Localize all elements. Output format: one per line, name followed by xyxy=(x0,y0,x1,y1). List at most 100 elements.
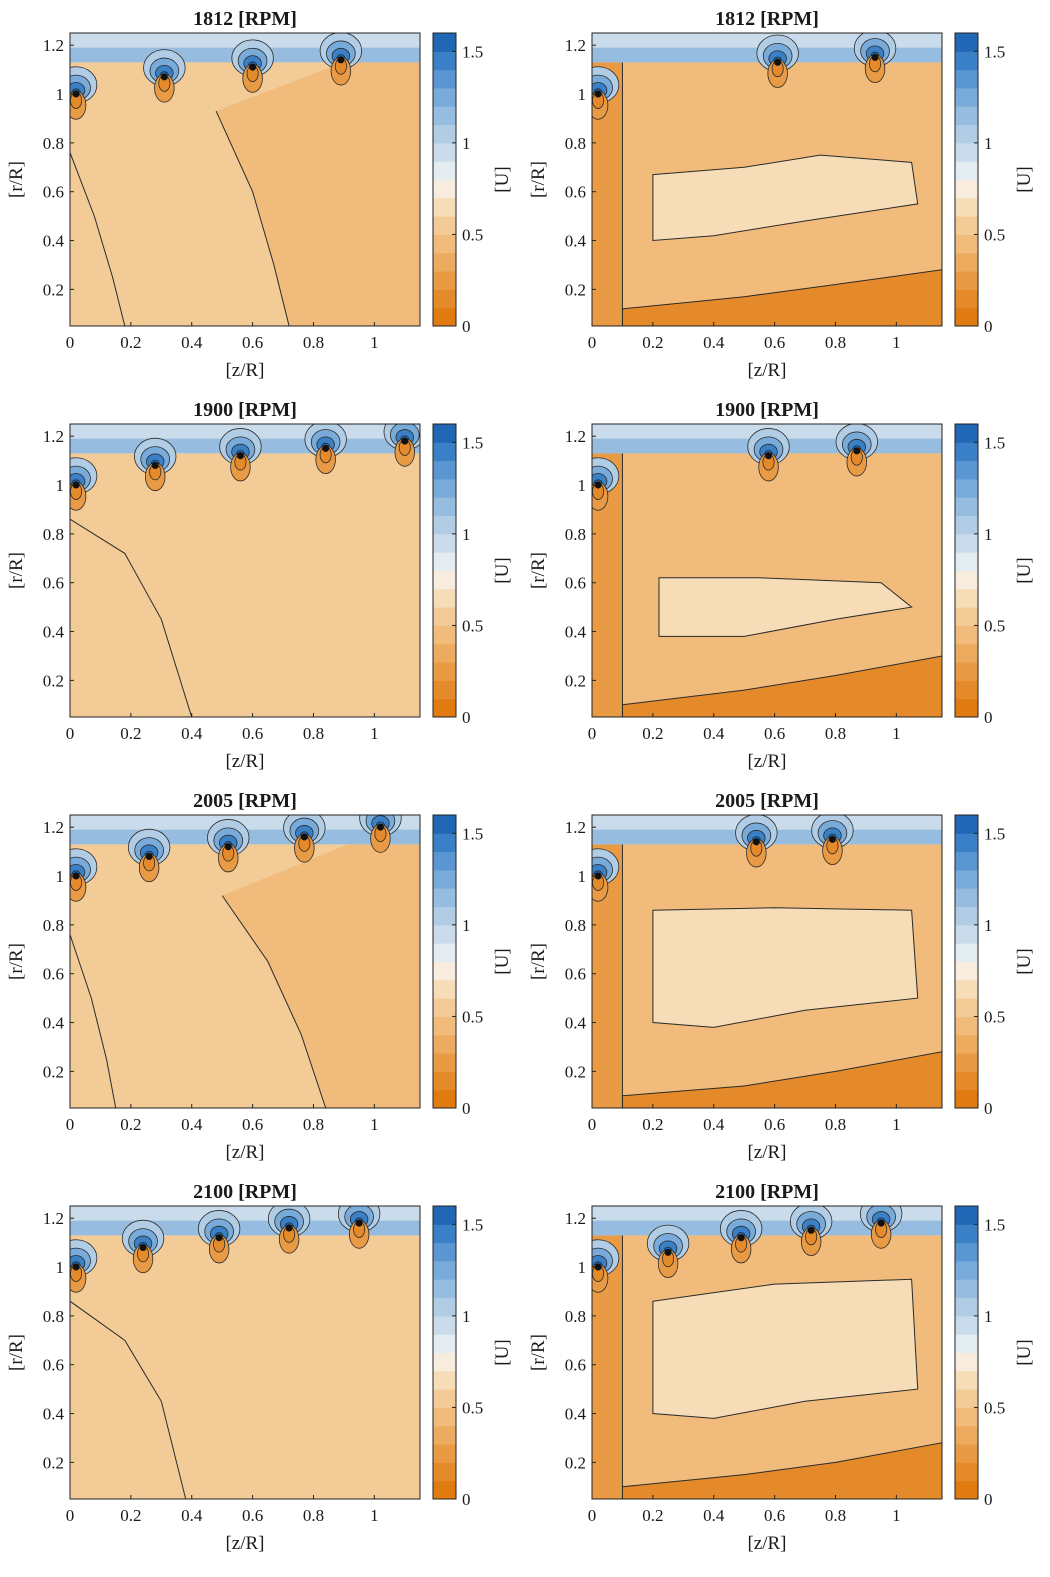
x-tick-label: 0.2 xyxy=(642,724,663,743)
colorbar-segment xyxy=(955,106,978,125)
y-axis-label: [r/R] xyxy=(6,943,27,980)
x-tick-label: 0 xyxy=(66,1115,75,1134)
colorbar-segment xyxy=(433,1426,456,1445)
colorbar-tick-label: 0.5 xyxy=(984,1007,1005,1026)
x-tick-label: 0 xyxy=(66,724,75,743)
colorbar-segment xyxy=(955,1053,978,1072)
colorbar-segment xyxy=(433,888,456,907)
panel-title: 2005 [RPM] xyxy=(715,790,819,812)
colorbar-tick-label: 0.5 xyxy=(462,225,483,244)
x-tick-label: 1 xyxy=(370,1115,379,1134)
colorbar-segment xyxy=(433,88,456,107)
colorbar-segment xyxy=(955,589,978,608)
colorbar-segment xyxy=(433,289,456,308)
colorbar-segment xyxy=(955,815,978,834)
y-tick-label: 0.6 xyxy=(565,183,586,202)
x-tick-label: 1 xyxy=(892,1115,901,1134)
x-tick-label: 0 xyxy=(588,1115,597,1134)
x-tick-label: 1 xyxy=(892,724,901,743)
colorbar: 0 0.5 1 1.5 [U] xyxy=(955,424,1035,727)
colorbar: 0 0.5 1 1.5 [U] xyxy=(433,815,513,1118)
colorbar-segment xyxy=(433,833,456,852)
colorbar-tick-label: 1 xyxy=(462,134,471,153)
colorbar-segment xyxy=(955,1462,978,1481)
colorbar-label: [U] xyxy=(492,166,513,192)
colorbar-segment xyxy=(955,516,978,535)
contour-plot-area xyxy=(55,33,420,326)
x-tick-label: 0.2 xyxy=(642,1506,663,1525)
colorbar-tick-label: 1 xyxy=(984,1307,993,1326)
x-tick-label: 0.8 xyxy=(303,333,324,352)
vortex-core xyxy=(853,447,860,454)
colorbar-segment xyxy=(433,644,456,663)
colorbar-segment xyxy=(433,308,456,327)
colorbar-segment xyxy=(955,907,978,926)
colorbar-segment xyxy=(955,571,978,590)
vortex-core xyxy=(878,1220,885,1227)
colorbar-segment xyxy=(955,1353,978,1372)
colorbar-segment xyxy=(433,143,456,162)
y-tick-label: 0.8 xyxy=(565,1307,586,1326)
colorbar-segment xyxy=(955,442,978,461)
y-axis-label: [r/R] xyxy=(528,552,549,589)
x-tick-label: 0 xyxy=(66,333,75,352)
colorbar-segment xyxy=(433,980,456,999)
colorbar-segment xyxy=(433,1224,456,1243)
colorbar-segment xyxy=(433,925,456,944)
y-tick-label: 1 xyxy=(578,1258,587,1277)
y-tick-label: 0.6 xyxy=(43,574,64,593)
colorbar-segment xyxy=(433,1090,456,1109)
colorbar-segment xyxy=(955,161,978,180)
colorbar-segment xyxy=(433,180,456,199)
colorbar-segment xyxy=(433,33,456,52)
colorbar-segment xyxy=(955,308,978,327)
colorbar-label: [U] xyxy=(492,1339,513,1365)
colorbar-segment xyxy=(433,1316,456,1335)
vortex-core xyxy=(765,452,772,459)
colorbar-segment xyxy=(955,1334,978,1353)
vortex-core xyxy=(337,56,344,63)
colorbar: 0 0.5 1 1.5 [U] xyxy=(433,33,513,336)
colorbar-segment xyxy=(955,234,978,253)
colorbar-segment xyxy=(955,998,978,1017)
colorbar-segment xyxy=(955,699,978,718)
colorbar-segment xyxy=(955,1279,978,1298)
colorbar-segment xyxy=(955,479,978,498)
x-tick-label: 0.4 xyxy=(181,1506,203,1525)
y-tick-label: 0.2 xyxy=(565,280,586,299)
y-axis-label: [r/R] xyxy=(6,161,27,198)
colorbar-label: [U] xyxy=(1014,166,1035,192)
colorbar-segment xyxy=(433,1071,456,1090)
x-axis-label: [z/R] xyxy=(225,360,264,381)
colorbar-segment xyxy=(433,1053,456,1072)
x-axis-label: [z/R] xyxy=(747,1533,786,1554)
x-tick-label: 0.2 xyxy=(120,724,141,743)
x-tick-label: 0.6 xyxy=(764,333,785,352)
colorbar-segment xyxy=(433,815,456,834)
colorbar-tick-label: 1.5 xyxy=(462,824,483,843)
x-tick-label: 0 xyxy=(588,724,597,743)
x-axis-label: [z/R] xyxy=(747,360,786,381)
colorbar-segment xyxy=(955,125,978,144)
colorbar-segment xyxy=(433,607,456,626)
colorbar-segment xyxy=(433,442,456,461)
colorbar-segment xyxy=(433,870,456,889)
panel-title: 2100 [RPM] xyxy=(715,1181,819,1203)
x-axis-label: [z/R] xyxy=(747,1142,786,1163)
x-tick-label: 0.6 xyxy=(242,1506,263,1525)
colorbar-segment xyxy=(433,571,456,590)
x-tick-label: 0.6 xyxy=(764,1506,785,1525)
contour-plot-area xyxy=(577,1196,942,1499)
colorbar-segment xyxy=(955,662,978,681)
x-tick-label: 1 xyxy=(892,333,901,352)
x-tick-label: 0.8 xyxy=(825,724,846,743)
colorbar-segment xyxy=(433,161,456,180)
y-tick-label: 1 xyxy=(578,85,587,104)
colorbar-segment xyxy=(433,424,456,443)
vortex-core xyxy=(146,853,153,860)
y-tick-label: 0.6 xyxy=(43,1356,64,1375)
colorbar-segment xyxy=(433,70,456,89)
colorbar-segment xyxy=(955,33,978,52)
panel-title: 1900 [RPM] xyxy=(715,399,819,421)
y-tick-label: 1 xyxy=(56,85,65,104)
